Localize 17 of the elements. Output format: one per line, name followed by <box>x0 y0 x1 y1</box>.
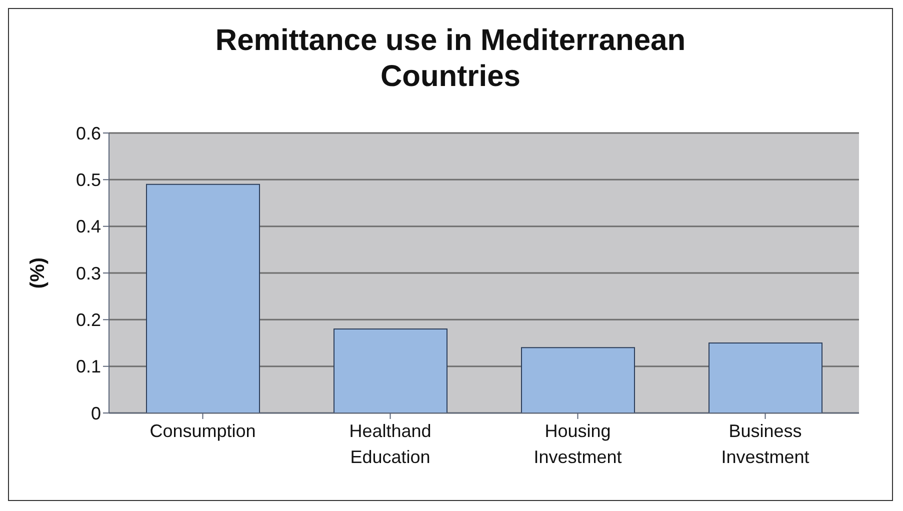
bar <box>521 347 635 413</box>
chart-title: Remittance use in Mediterranean Countries <box>214 23 687 95</box>
x-tick-label: Healthand Education <box>349 421 432 467</box>
y-axis-title: (%) <box>27 257 50 289</box>
x-tick-label: Business Investment <box>721 421 810 467</box>
bar <box>334 328 448 413</box>
y-tick-label: 0.2 <box>76 310 101 330</box>
y-tick-label: 0.1 <box>76 356 101 377</box>
x-tick-label: Consumption <box>150 421 256 441</box>
y-tick-label: 0.6 <box>76 123 101 144</box>
bar <box>146 184 260 413</box>
y-tick-label: 0 <box>90 403 101 424</box>
bar <box>708 342 822 413</box>
y-tick-label: 0.3 <box>76 263 101 284</box>
y-tick-label: 0.4 <box>76 216 101 237</box>
y-tick-label: 0.5 <box>76 170 101 190</box>
x-tick-label: Housing Investment <box>534 421 622 467</box>
